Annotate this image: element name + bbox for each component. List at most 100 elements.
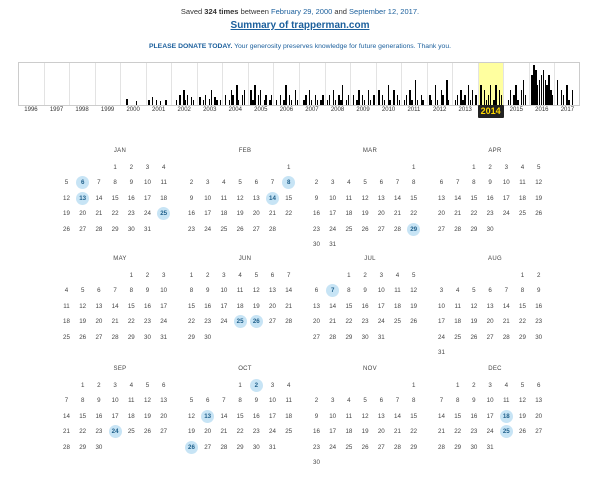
calendar-day: 1 — [411, 382, 416, 389]
year-label-2001[interactable]: 2001 — [152, 107, 166, 113]
year-column-2012[interactable] — [428, 63, 454, 105]
capture-bar — [148, 100, 150, 105]
calendar-day-captured[interactable]: 29 — [407, 222, 421, 236]
calendar-day: 11 — [285, 397, 292, 405]
capture-bar — [456, 95, 459, 105]
calendar-day: 20 — [252, 210, 260, 218]
year-label-2008[interactable]: 2008 — [330, 107, 345, 113]
year-label-1996[interactable]: 1996 — [24, 107, 38, 113]
calendar-day-captured[interactable]: 25 — [499, 425, 513, 439]
month-title: SEP — [113, 366, 127, 372]
calendar-day-captured[interactable]: 8 — [282, 176, 296, 190]
year-column-2005[interactable] — [249, 63, 275, 105]
calendar-day: 6 — [161, 382, 166, 389]
calendar-day-captured[interactable]: 18 — [499, 409, 513, 423]
year-column-1996[interactable] — [19, 63, 45, 105]
year-column-2007[interactable] — [300, 63, 326, 105]
calendar-day-captured[interactable]: 2 — [249, 379, 263, 392]
year-label-2013[interactable]: 2013 — [458, 107, 472, 113]
year-column-2000[interactable] — [121, 63, 147, 105]
calendar-day: 4 — [520, 164, 525, 171]
calendar-day: 2 — [97, 382, 101, 389]
year-column-1999[interactable] — [96, 63, 122, 105]
start-date-link[interactable]: February 29, 2000 — [271, 7, 333, 16]
capture-bar — [513, 95, 515, 105]
calendar-day: 14 — [438, 412, 445, 420]
year-label-2014[interactable]: 2014 — [477, 105, 504, 118]
capture-bar — [420, 95, 422, 105]
calendar-day-captured[interactable]: 24 — [108, 425, 122, 439]
year-label-2012[interactable]: 2012 — [433, 107, 447, 113]
month-title: MAY — [113, 256, 127, 262]
calendar-day: 19 — [361, 428, 369, 436]
year-label-2000[interactable]: 2000 — [126, 107, 140, 113]
year-label-2015[interactable]: 2015 — [509, 107, 523, 113]
year-label-2004[interactable]: 2004 — [228, 107, 242, 113]
donate-bold[interactable]: PLEASE DONATE TODAY. — [149, 43, 233, 50]
year-column-2013[interactable] — [453, 63, 479, 105]
year-column-2009[interactable] — [351, 63, 377, 105]
year-label-2007[interactable]: 2007 — [305, 107, 319, 113]
year-label-2011[interactable]: 2011 — [407, 107, 421, 113]
site-summary-link[interactable]: Summary of trapperman.com — [230, 20, 370, 31]
year-label-1997[interactable]: 1997 — [49, 107, 64, 113]
year-label-1999[interactable]: 1999 — [100, 107, 115, 113]
capture-bar — [352, 95, 354, 105]
year-column-1998[interactable] — [70, 63, 96, 105]
capture-timeline[interactable] — [18, 62, 580, 106]
month-title: OCT — [238, 366, 252, 372]
calendar-day: 16 — [95, 412, 103, 420]
year-label-2009[interactable]: 2009 — [356, 107, 370, 113]
capture-bar — [560, 90, 563, 105]
year-label-2005[interactable]: 2005 — [254, 107, 268, 113]
capture-bar — [434, 85, 437, 105]
year-label-2016[interactable]: 2016 — [535, 107, 549, 113]
calendar-day-captured[interactable]: 13 — [201, 409, 215, 423]
capture-bar — [126, 99, 128, 105]
year-column-2015[interactable] — [504, 63, 530, 105]
year-column-1997[interactable] — [45, 63, 71, 105]
calendar-day: 2 — [205, 272, 210, 279]
calendar-day: 22 — [111, 210, 119, 218]
calendar-day: 26 — [361, 225, 369, 233]
year-label-2002[interactable]: 2002 — [177, 107, 191, 113]
year-column-2004[interactable] — [223, 63, 249, 105]
calendar-day-captured[interactable]: 25 — [233, 315, 247, 329]
calendar-day: 3 — [145, 164, 150, 171]
year-column-2008[interactable] — [326, 63, 352, 105]
year-column-2017[interactable] — [555, 63, 581, 105]
calendar-day: 12 — [361, 194, 369, 202]
calendar-day-captured[interactable]: 7 — [326, 284, 340, 298]
capture-bar — [238, 100, 240, 105]
calendar-day: 19 — [188, 428, 195, 436]
calendar-day-captured[interactable]: 6 — [76, 176, 90, 190]
calendar-day-captured[interactable]: 14 — [266, 191, 279, 205]
year-label-2010[interactable]: 2010 — [381, 107, 396, 113]
capture-bar — [190, 97, 193, 105]
year-label-2006[interactable]: 2006 — [279, 107, 294, 113]
year-column-2006[interactable] — [274, 63, 300, 105]
capture-bar — [203, 100, 205, 105]
year-label-2003[interactable]: 2003 — [203, 107, 217, 113]
calendar-day-captured[interactable]: 25 — [157, 207, 171, 221]
year-column-2016[interactable] — [530, 63, 556, 105]
year-column-2001[interactable] — [147, 63, 173, 105]
year-label-1998[interactable]: 1998 — [75, 107, 89, 113]
calendar-day-captured[interactable]: 26 — [249, 315, 263, 329]
year-column-2010[interactable] — [377, 63, 403, 105]
capture-bar — [469, 100, 472, 105]
year-column-2003[interactable] — [198, 63, 224, 105]
calendar-day: 27 — [252, 225, 260, 233]
calendar-day: 14 — [95, 194, 103, 202]
year-label-2017[interactable]: 2017 — [560, 107, 575, 113]
capture-bar — [537, 85, 539, 105]
calendar-day: 17 — [204, 210, 212, 218]
year-column-2011[interactable] — [402, 63, 428, 105]
calendar-day: 7 — [270, 179, 275, 187]
end-date-link[interactable]: September 12, 2017. — [349, 7, 420, 16]
calendar-day: 7 — [97, 179, 101, 187]
calendar-day: 21 — [111, 318, 119, 326]
calendar-day-captured[interactable]: 13 — [76, 191, 90, 205]
calendar-day-captured[interactable]: 26 — [185, 440, 198, 454]
year-column-2002[interactable] — [172, 63, 198, 105]
